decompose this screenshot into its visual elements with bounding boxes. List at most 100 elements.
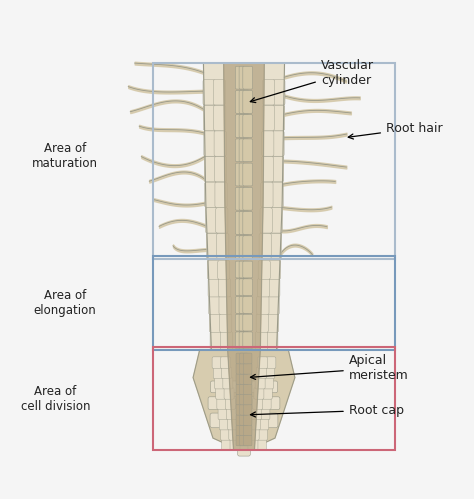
FancyBboxPatch shape (219, 278, 230, 297)
FancyBboxPatch shape (239, 115, 249, 138)
FancyBboxPatch shape (249, 430, 264, 445)
FancyBboxPatch shape (220, 429, 230, 440)
FancyBboxPatch shape (266, 331, 278, 350)
FancyBboxPatch shape (210, 413, 226, 428)
FancyBboxPatch shape (261, 182, 273, 208)
FancyBboxPatch shape (236, 163, 245, 186)
FancyBboxPatch shape (262, 131, 274, 156)
Text: Area of
cell division: Area of cell division (21, 385, 90, 413)
FancyBboxPatch shape (237, 430, 251, 445)
FancyBboxPatch shape (262, 413, 278, 428)
FancyBboxPatch shape (236, 353, 245, 364)
FancyBboxPatch shape (243, 187, 253, 210)
FancyBboxPatch shape (243, 139, 253, 162)
FancyBboxPatch shape (209, 296, 221, 315)
Text: Area of
elongation: Area of elongation (33, 289, 96, 317)
FancyBboxPatch shape (222, 439, 232, 451)
FancyBboxPatch shape (271, 182, 283, 208)
FancyBboxPatch shape (261, 157, 273, 182)
FancyBboxPatch shape (261, 398, 271, 409)
FancyBboxPatch shape (210, 331, 222, 350)
FancyBboxPatch shape (250, 381, 264, 393)
FancyBboxPatch shape (236, 394, 245, 405)
FancyBboxPatch shape (240, 374, 248, 384)
FancyBboxPatch shape (266, 314, 279, 332)
FancyBboxPatch shape (236, 425, 245, 436)
FancyBboxPatch shape (205, 182, 217, 208)
FancyBboxPatch shape (264, 367, 274, 379)
FancyBboxPatch shape (268, 278, 280, 297)
FancyBboxPatch shape (216, 388, 226, 399)
FancyBboxPatch shape (255, 377, 265, 389)
FancyBboxPatch shape (219, 418, 229, 430)
FancyBboxPatch shape (243, 279, 253, 295)
FancyBboxPatch shape (236, 187, 245, 210)
FancyBboxPatch shape (224, 381, 238, 393)
FancyBboxPatch shape (257, 278, 270, 297)
FancyBboxPatch shape (207, 234, 219, 258)
Polygon shape (203, 63, 284, 350)
FancyBboxPatch shape (255, 331, 268, 350)
FancyBboxPatch shape (236, 397, 252, 410)
FancyBboxPatch shape (257, 357, 267, 368)
FancyBboxPatch shape (219, 314, 232, 332)
FancyBboxPatch shape (272, 131, 284, 156)
FancyBboxPatch shape (250, 397, 266, 410)
FancyBboxPatch shape (244, 415, 252, 425)
FancyBboxPatch shape (217, 234, 229, 258)
FancyBboxPatch shape (239, 236, 249, 258)
FancyBboxPatch shape (244, 384, 252, 395)
FancyBboxPatch shape (244, 425, 252, 436)
FancyBboxPatch shape (240, 363, 248, 374)
FancyBboxPatch shape (225, 430, 239, 445)
FancyBboxPatch shape (240, 404, 248, 415)
FancyBboxPatch shape (213, 367, 223, 379)
FancyBboxPatch shape (236, 66, 245, 89)
Polygon shape (224, 63, 264, 450)
FancyBboxPatch shape (240, 415, 248, 425)
FancyBboxPatch shape (236, 296, 245, 313)
FancyBboxPatch shape (236, 90, 245, 113)
FancyBboxPatch shape (236, 236, 245, 258)
FancyBboxPatch shape (260, 208, 272, 233)
FancyBboxPatch shape (270, 208, 283, 233)
FancyBboxPatch shape (203, 105, 216, 131)
FancyBboxPatch shape (244, 363, 252, 374)
FancyBboxPatch shape (236, 363, 245, 374)
FancyBboxPatch shape (264, 397, 280, 410)
FancyBboxPatch shape (239, 187, 249, 210)
FancyBboxPatch shape (243, 115, 253, 138)
FancyBboxPatch shape (203, 80, 215, 105)
FancyBboxPatch shape (256, 367, 266, 379)
FancyBboxPatch shape (243, 163, 253, 186)
Text: Root cap: Root cap (250, 404, 404, 417)
FancyBboxPatch shape (223, 377, 233, 389)
Text: Apical
meristem: Apical meristem (250, 354, 409, 382)
FancyBboxPatch shape (243, 296, 253, 313)
FancyBboxPatch shape (262, 388, 272, 399)
FancyBboxPatch shape (236, 435, 245, 446)
FancyBboxPatch shape (208, 260, 219, 279)
Bar (153, 347, 395, 450)
FancyBboxPatch shape (243, 261, 253, 278)
FancyBboxPatch shape (239, 332, 249, 349)
Text: Vascular
cylinder: Vascular cylinder (250, 58, 374, 103)
FancyBboxPatch shape (243, 66, 253, 89)
FancyBboxPatch shape (218, 260, 230, 279)
FancyBboxPatch shape (220, 357, 230, 368)
FancyBboxPatch shape (228, 418, 237, 430)
FancyBboxPatch shape (236, 384, 245, 395)
FancyBboxPatch shape (223, 413, 239, 428)
FancyBboxPatch shape (206, 208, 218, 233)
FancyBboxPatch shape (239, 139, 249, 162)
FancyBboxPatch shape (269, 234, 282, 258)
FancyBboxPatch shape (236, 413, 252, 428)
Polygon shape (193, 350, 295, 452)
FancyBboxPatch shape (258, 260, 270, 279)
FancyBboxPatch shape (208, 278, 220, 297)
FancyBboxPatch shape (257, 296, 269, 315)
FancyBboxPatch shape (266, 357, 276, 368)
FancyBboxPatch shape (240, 353, 248, 364)
FancyBboxPatch shape (239, 66, 249, 89)
FancyBboxPatch shape (217, 398, 227, 409)
